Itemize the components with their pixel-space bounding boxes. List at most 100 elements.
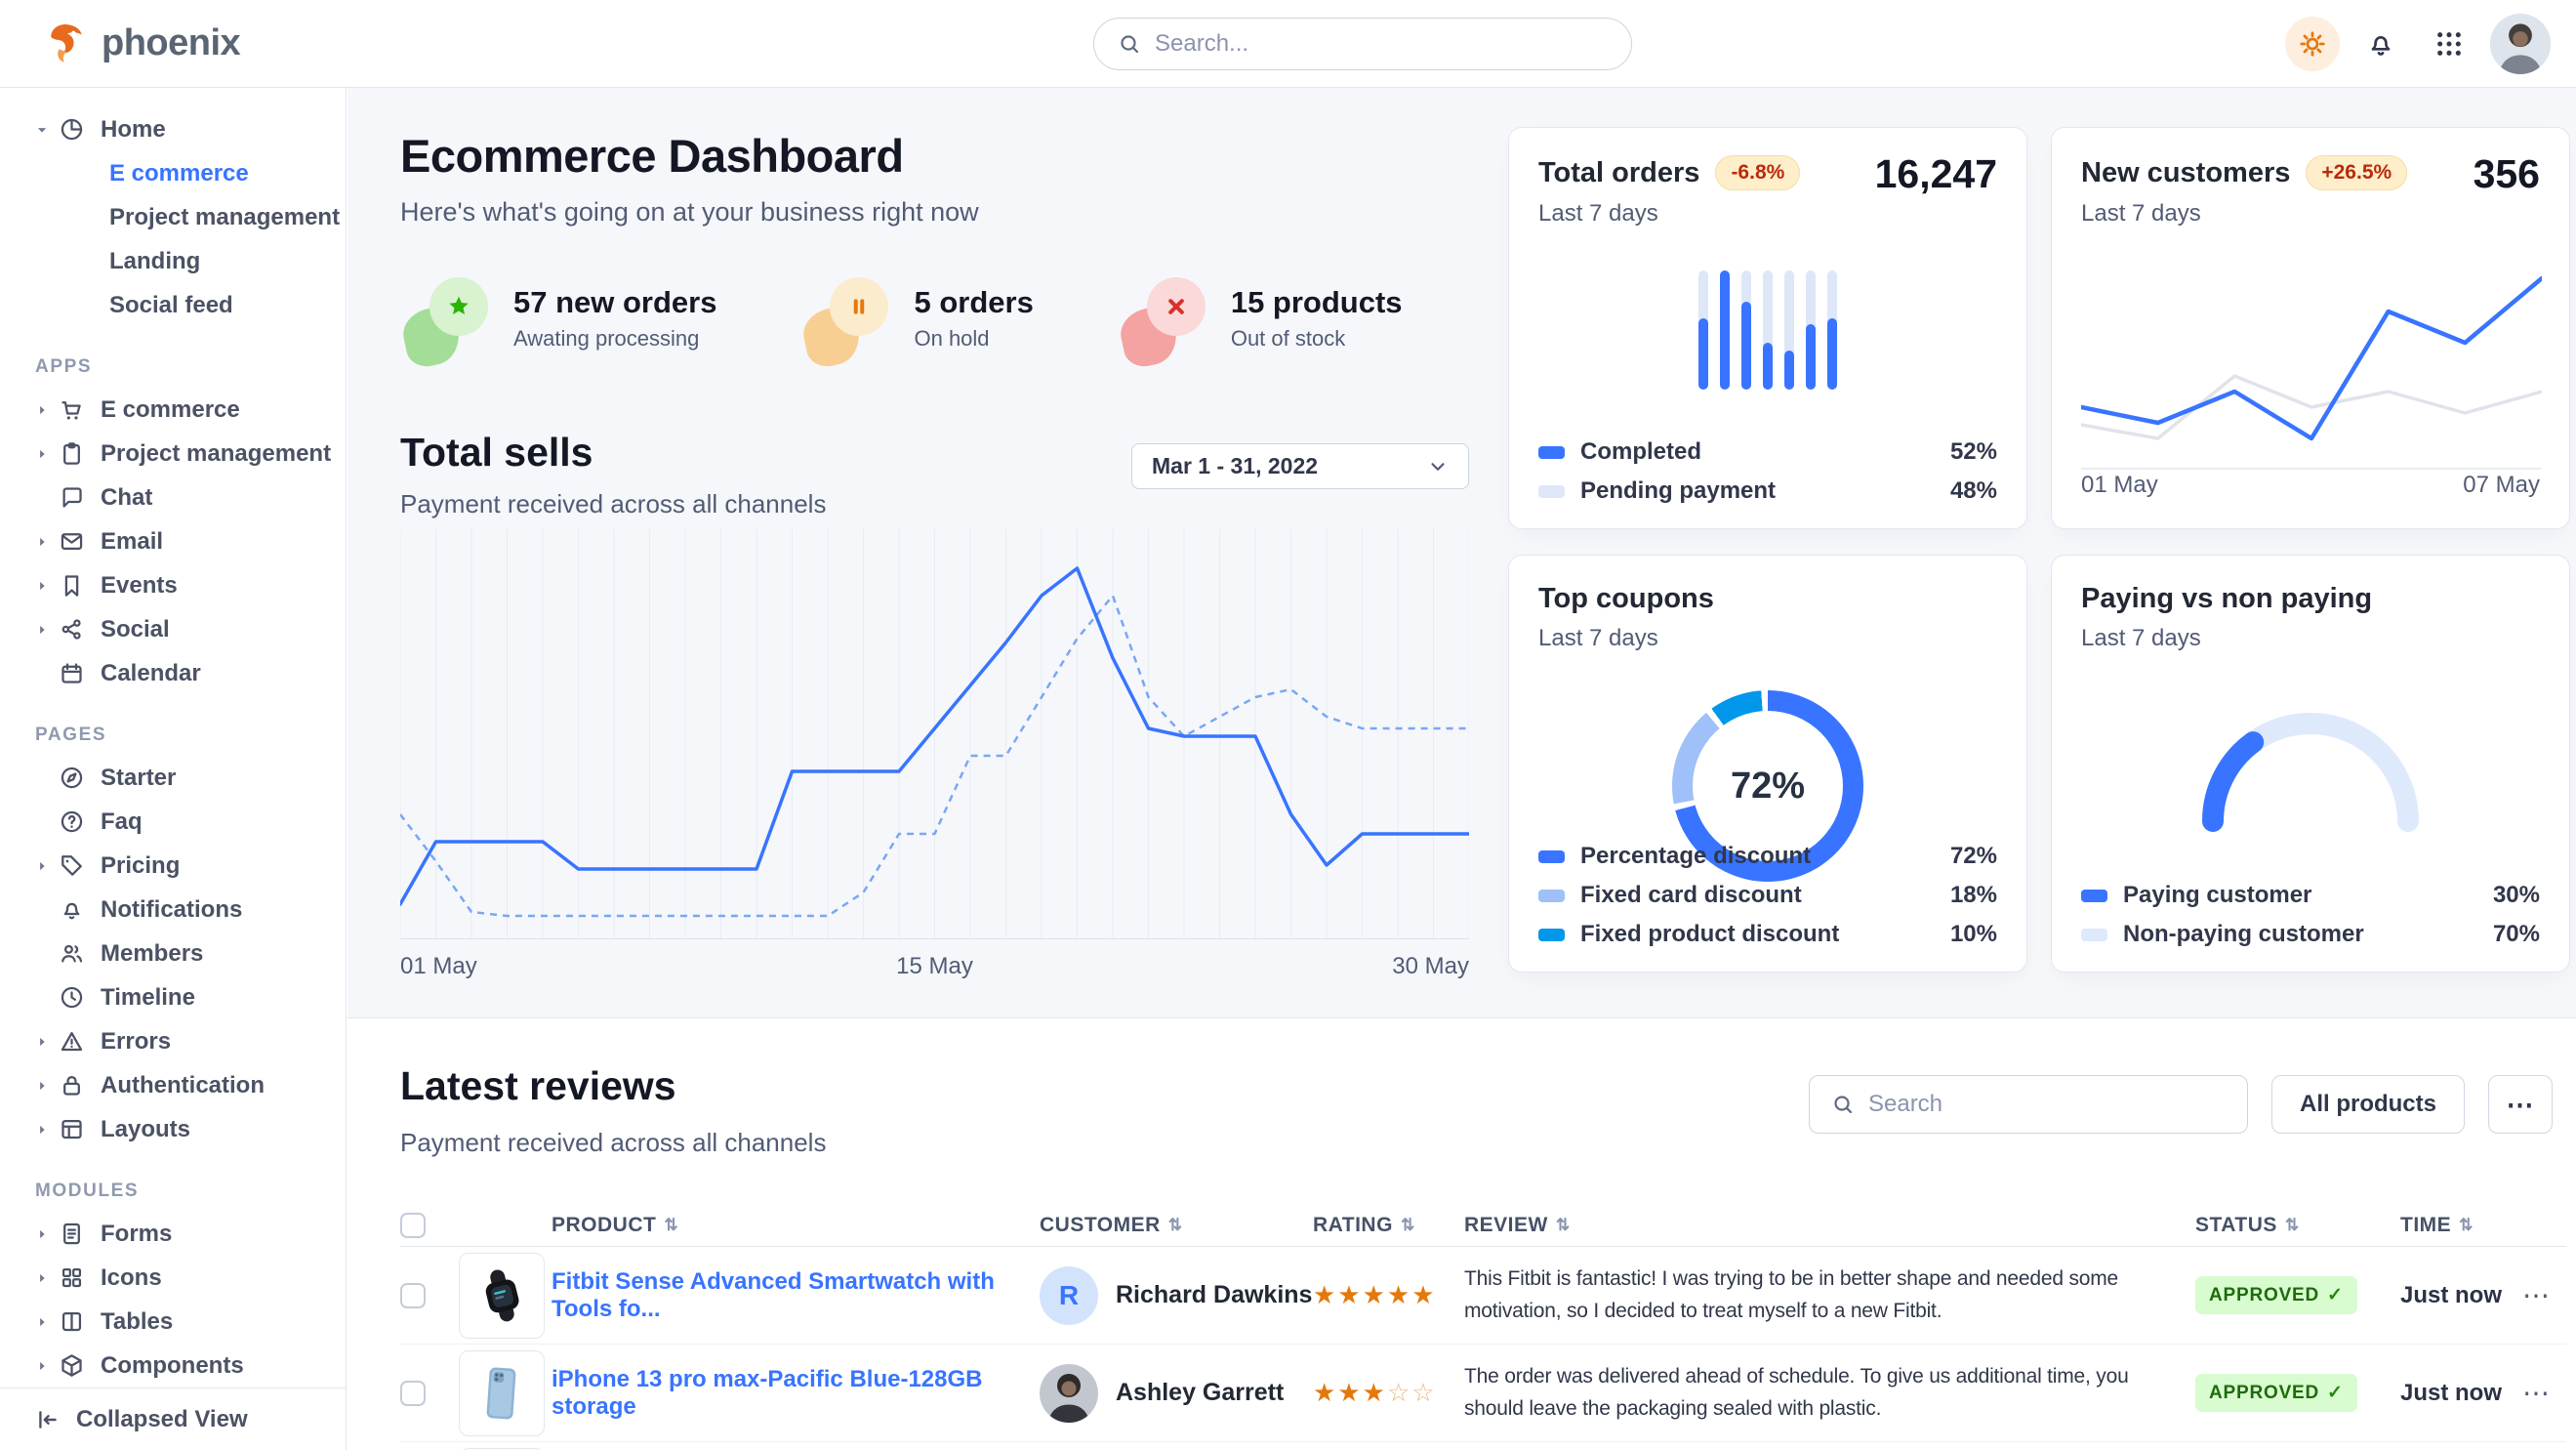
bookmark-icon xyxy=(59,572,85,599)
collapsed-view-button[interactable]: Collapsed View xyxy=(0,1388,346,1450)
users-icon xyxy=(59,940,85,967)
column-header-review[interactable]: REVIEW ⇅ xyxy=(1464,1214,2195,1237)
star-filled-icons: ★★★ xyxy=(1313,1378,1387,1407)
total-orders-title: Total orders xyxy=(1538,156,1700,188)
caret-spacer xyxy=(33,901,59,919)
total-sells-subtitle: Payment received across all channels xyxy=(400,489,827,518)
sort-icon: ⇅ xyxy=(1400,1215,1415,1234)
caret-spacer xyxy=(33,489,59,507)
sidebar-item-icons[interactable]: Icons xyxy=(0,1256,346,1300)
sidebar-item-e-commerce[interactable]: E commerce xyxy=(0,388,346,432)
row-select-cell xyxy=(400,1282,459,1308)
all-products-button[interactable]: All products xyxy=(2270,1075,2465,1134)
bell-icon xyxy=(2371,36,2391,56)
sun-icon xyxy=(2300,31,2325,57)
sidebar-item-email[interactable]: Email xyxy=(0,519,346,563)
sidebar-item-label: Errors xyxy=(101,1027,172,1055)
legend-label: Pending payment xyxy=(1580,477,1777,504)
sidebar-subitem-landing[interactable]: Landing xyxy=(109,247,201,274)
reviews-more-button[interactable]: ⋯ xyxy=(2488,1075,2553,1134)
check-icon: ✓ xyxy=(2327,1383,2344,1403)
sidebar-item-project-management[interactable]: Project management xyxy=(0,432,346,476)
column-header-status[interactable]: STATUS ⇅ xyxy=(2195,1214,2400,1237)
review-text: The order was delivered ahead of schedul… xyxy=(1464,1364,2129,1420)
sidebar-item-authentication[interactable]: Authentication xyxy=(0,1063,346,1107)
reviews-search[interactable] xyxy=(1808,1075,2248,1134)
sidebar-item-chat[interactable]: Chat xyxy=(0,476,346,519)
sidebar-item-starter[interactable]: Starter xyxy=(0,756,346,800)
sidebar-item-events[interactable]: Events xyxy=(0,563,346,607)
sidebar-item-social[interactable]: Social xyxy=(0,607,346,651)
sidebar-item-label: Home xyxy=(101,115,166,143)
brand[interactable]: phoenix xyxy=(45,21,241,65)
sidebar-item-forms[interactable]: Forms xyxy=(0,1212,346,1256)
column-header-customer[interactable]: CUSTOMER ⇅ xyxy=(1040,1214,1313,1237)
date-range-select[interactable]: Mar 1 - 31, 2022 xyxy=(1131,443,1469,489)
row-customer-cell: Ashley Garrett xyxy=(1040,1363,1313,1423)
caret-spacer xyxy=(33,813,59,831)
sidebar-subitem-e-commerce[interactable]: E commerce xyxy=(109,159,249,186)
product-link[interactable]: iPhone 13 pro max-Pacific Blue-128GB sto… xyxy=(552,1365,983,1420)
sidebar-item-errors[interactable]: Errors xyxy=(0,1019,346,1063)
product-thumbnail[interactable] xyxy=(459,1349,545,1436)
row-checkbox[interactable] xyxy=(400,1282,426,1308)
legend-row-fixed-card-discount: Fixed card discount 18% xyxy=(1538,882,1997,909)
chevron-down-icon xyxy=(1431,462,1445,471)
sidebar-item-label: Authentication xyxy=(101,1071,265,1098)
product-link[interactable]: Fitbit Sense Advanced Smartwatch with To… xyxy=(552,1267,995,1322)
stat-label: On hold xyxy=(914,326,990,351)
column-header-label: STATUS xyxy=(2195,1213,2277,1236)
select-all-checkbox[interactable] xyxy=(400,1212,426,1238)
envelope-icon xyxy=(59,528,85,555)
user-avatar[interactable] xyxy=(2490,14,2551,74)
row-checkbox[interactable] xyxy=(400,1380,426,1406)
sidebar-item-label: Calendar xyxy=(101,659,201,686)
order-bar-track xyxy=(1806,270,1816,390)
sidebar-item-home[interactable]: Home xyxy=(0,107,346,151)
sidebar-item-timeline[interactable]: Timeline xyxy=(0,975,346,1019)
row-menu-button[interactable]: ⋯ xyxy=(2522,1378,2551,1408)
legend-swatch xyxy=(2081,889,2107,902)
latest-reviews-subtitle: Payment received across all channels xyxy=(400,1128,827,1157)
row-customer-cell: R Richard Dawkins xyxy=(1040,1265,1313,1325)
sidebar-item-layouts[interactable]: Layouts xyxy=(0,1107,346,1151)
status-badge: APPROVED ✓ xyxy=(2195,1374,2357,1412)
sidebar-item-components[interactable]: Components xyxy=(0,1344,346,1388)
legend-row-pending-payment: Pending payment 48% xyxy=(1538,477,1997,505)
order-bar-fill xyxy=(1698,317,1708,390)
sidebar-item-calendar[interactable]: Calendar xyxy=(0,651,346,695)
customer-name: Richard Dawkins xyxy=(1116,1281,1313,1308)
notifications-button[interactable] xyxy=(2353,17,2408,71)
date-range-value: Mar 1 - 31, 2022 xyxy=(1152,453,1319,478)
customer-avatar[interactable] xyxy=(1040,1363,1098,1423)
sidebar-subitem-social-feed[interactable]: Social feed xyxy=(109,291,233,318)
column-header-product[interactable]: PRODUCT ⇅ xyxy=(552,1214,1040,1237)
legend-value: 70% xyxy=(2492,921,2540,947)
sidebar-item-pricing[interactable]: Pricing xyxy=(0,844,346,888)
theme-toggle-button[interactable] xyxy=(2285,17,2340,71)
x-icon xyxy=(1146,277,1206,336)
star-filled-icons: ★★★★★ xyxy=(1313,1280,1437,1309)
total-sells-x-labels: 01 May 15 May 30 May xyxy=(400,953,1469,980)
sidebar-subitem-project-management[interactable]: Project management xyxy=(109,203,341,230)
sidebar-item-label: Chat xyxy=(101,483,153,511)
reviews-controls: All products ⋯ xyxy=(1808,1075,2553,1134)
sidebar-item-faq[interactable]: Faq xyxy=(0,800,346,844)
sidebar-item-members[interactable]: Members xyxy=(0,932,346,975)
pie-chart-icon xyxy=(59,116,85,143)
caret-right-icon xyxy=(33,1269,59,1287)
search-icon xyxy=(1121,35,1139,54)
reviews-search-input[interactable] xyxy=(1867,1091,2226,1118)
legend-row-non-paying-customer: Non-paying customer 70% xyxy=(2081,921,2540,948)
row-menu-button[interactable]: ⋯ xyxy=(2522,1280,2551,1310)
global-search[interactable] xyxy=(1093,18,1632,70)
global-search-input[interactable] xyxy=(1155,30,1621,58)
apps-menu-button[interactable] xyxy=(2422,17,2476,71)
sidebar-item-tables[interactable]: Tables xyxy=(0,1300,346,1344)
product-thumbnail[interactable] xyxy=(459,1252,545,1339)
question-circle-icon xyxy=(59,808,85,835)
customer-avatar[interactable]: R xyxy=(1040,1265,1098,1325)
column-header-rating[interactable]: RATING ⇅ xyxy=(1313,1214,1464,1237)
column-header-time[interactable]: TIME ⇅ xyxy=(2400,1214,2522,1237)
sidebar-item-notifications[interactable]: Notifications xyxy=(0,888,346,932)
